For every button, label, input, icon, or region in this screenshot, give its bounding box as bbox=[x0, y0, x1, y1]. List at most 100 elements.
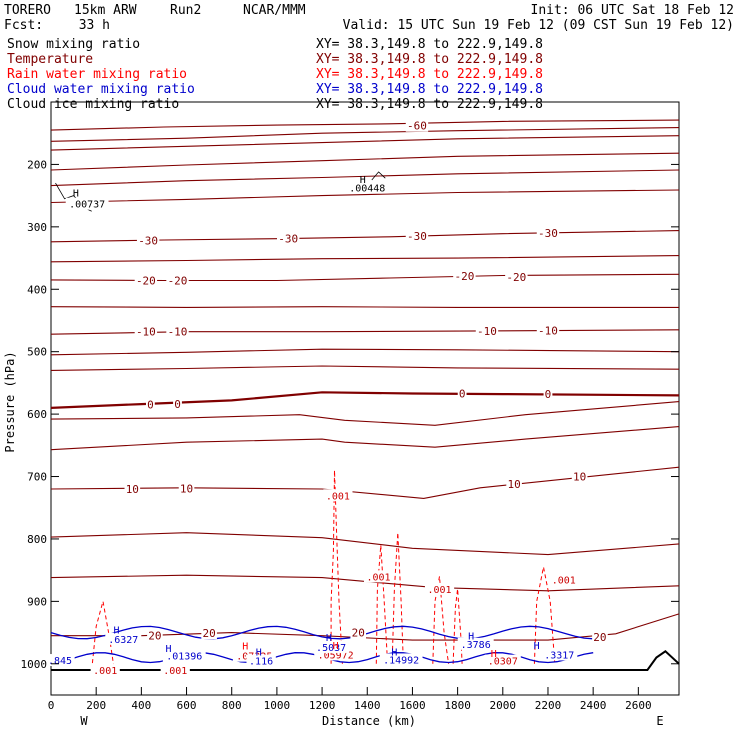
x-tick-label: 1800 bbox=[444, 699, 471, 712]
temperature-label-bg bbox=[136, 234, 160, 247]
x-tick-label: 2000 bbox=[490, 699, 517, 712]
temperature-label: 10 bbox=[507, 478, 520, 491]
temperature-label: 0 bbox=[147, 399, 154, 412]
x-tick-label: 2400 bbox=[580, 699, 607, 712]
field-xy: XY= 38.3,149.8 to 222.9,149.8 bbox=[316, 82, 543, 97]
temperature-contour bbox=[50, 119, 680, 131]
snow-label: .00448 bbox=[349, 184, 385, 195]
temperature-label-bg bbox=[405, 119, 429, 132]
temperature-label: 10 bbox=[126, 483, 139, 496]
cloud-water-label-bg bbox=[379, 653, 423, 666]
temperature-label-bg bbox=[506, 478, 522, 491]
temperature-label: -20 bbox=[506, 271, 526, 284]
y-tick-label: 400 bbox=[27, 283, 47, 296]
temperature-contour bbox=[50, 169, 680, 187]
terrain bbox=[51, 650, 680, 671]
field-name: Cloud water mixing ratio bbox=[7, 82, 195, 97]
x-tick-label: 400 bbox=[131, 699, 151, 712]
temperature-contour bbox=[50, 348, 680, 356]
x-tick-label: 1400 bbox=[354, 699, 381, 712]
snow-contour bbox=[371, 171, 386, 181]
cloud-water-label: .6327 bbox=[108, 635, 138, 646]
cloud-water-label: .845 bbox=[48, 656, 72, 667]
temperature-label-bg bbox=[145, 398, 155, 411]
cloud-water-label-bg bbox=[457, 637, 494, 650]
rain-label: .001 bbox=[427, 585, 451, 596]
cloud-water-label: .3317 bbox=[544, 650, 574, 661]
field-name: Cloud ice mixing ratio bbox=[7, 97, 179, 112]
run-label: Run2 bbox=[170, 3, 201, 18]
grid-label: 15km ARW bbox=[74, 3, 137, 18]
field-name: Snow mixing ratio bbox=[7, 37, 140, 52]
temperature-label: -30 bbox=[407, 230, 427, 243]
init-time: Init: 06 UTC Sat 18 Feb 12 bbox=[531, 3, 735, 18]
high-marker: H bbox=[326, 633, 332, 644]
rain-label-bg bbox=[424, 582, 455, 595]
field-list: Snow mixing ratio XY= 38.3,149.8 to 222.9… bbox=[7, 37, 543, 112]
temperature-contours bbox=[50, 119, 680, 641]
temperature-label: 10 bbox=[180, 482, 193, 495]
snow-label-bg bbox=[345, 181, 389, 194]
temperature-label: 20 bbox=[148, 630, 161, 643]
temperature-label-bg bbox=[201, 627, 217, 640]
x-tick-label: 600 bbox=[177, 699, 197, 712]
rain-label-bg bbox=[549, 573, 579, 586]
temperature-contour bbox=[50, 401, 680, 426]
temperature-label-bg bbox=[453, 270, 476, 283]
temperature-contour bbox=[50, 152, 680, 171]
snow-label: .00737 bbox=[69, 200, 105, 211]
rain-label-bg bbox=[323, 489, 353, 502]
high-marker: H bbox=[165, 644, 171, 655]
temperature-contour bbox=[50, 255, 680, 263]
rain-label: .001 bbox=[367, 572, 391, 583]
field-name: Temperature bbox=[7, 52, 93, 67]
cloud-water-label: .14992 bbox=[383, 655, 419, 666]
high-marker: H bbox=[360, 175, 366, 186]
temperature-label-bg bbox=[178, 482, 195, 495]
terrain-line bbox=[51, 650, 680, 671]
temperature-label: -20 bbox=[136, 275, 156, 288]
rain-contour bbox=[452, 588, 463, 664]
rain-label: .001 bbox=[326, 491, 350, 502]
temperature-contour bbox=[50, 532, 680, 556]
rain-label: .0307 bbox=[488, 657, 518, 668]
west-label: W bbox=[80, 714, 88, 728]
fcst-label: Fcst: bbox=[4, 18, 43, 33]
temperature-label-bg bbox=[536, 324, 560, 337]
y-tick-label: 500 bbox=[27, 346, 47, 359]
cloud-water-label: .5037 bbox=[316, 643, 346, 654]
temperature-label: -20 bbox=[454, 270, 474, 283]
cloud-water-contour bbox=[50, 625, 594, 640]
temperature-label-bg bbox=[475, 325, 499, 338]
cloud-water-label-bg bbox=[162, 649, 206, 662]
temperature-label: 10 bbox=[573, 471, 586, 484]
field-xy: XY= 38.3,149.8 to 222.9,149.8 bbox=[316, 67, 543, 82]
temperature-label-bg bbox=[276, 232, 300, 245]
temperature-contour bbox=[50, 135, 680, 151]
temperature-contour bbox=[50, 574, 680, 592]
temperature-label-bg bbox=[134, 325, 158, 338]
temperature-label: 20 bbox=[203, 627, 216, 640]
cloud-water-label-bg bbox=[313, 640, 350, 653]
snow-label-bg bbox=[65, 197, 109, 210]
field-xy: XY= 38.3,149.8 to 222.9,149.8 bbox=[316, 52, 543, 67]
x-tick-label: 2600 bbox=[625, 699, 652, 712]
rain-label-bg bbox=[363, 570, 394, 583]
east-label: E bbox=[656, 714, 663, 728]
rain-label: .001 bbox=[93, 666, 117, 677]
temperature-label: -30 bbox=[538, 227, 558, 240]
temperature-label-bg bbox=[166, 325, 189, 338]
field-xy: XY= 38.3,149.8 to 222.9,149.8 bbox=[316, 37, 543, 52]
rain-label: .05972 bbox=[318, 650, 354, 661]
temperature-label-bg bbox=[571, 470, 588, 483]
cloud-water-label: .01396 bbox=[166, 652, 202, 663]
x-tick-label: 200 bbox=[86, 699, 106, 712]
rain-contour bbox=[391, 532, 404, 664]
x-tick-label: 1600 bbox=[399, 699, 426, 712]
y-tick-label: 300 bbox=[27, 221, 47, 234]
temperature-label-bg bbox=[134, 274, 158, 287]
model-name: TORERO bbox=[4, 3, 51, 18]
temperature-label-bg bbox=[147, 629, 163, 642]
